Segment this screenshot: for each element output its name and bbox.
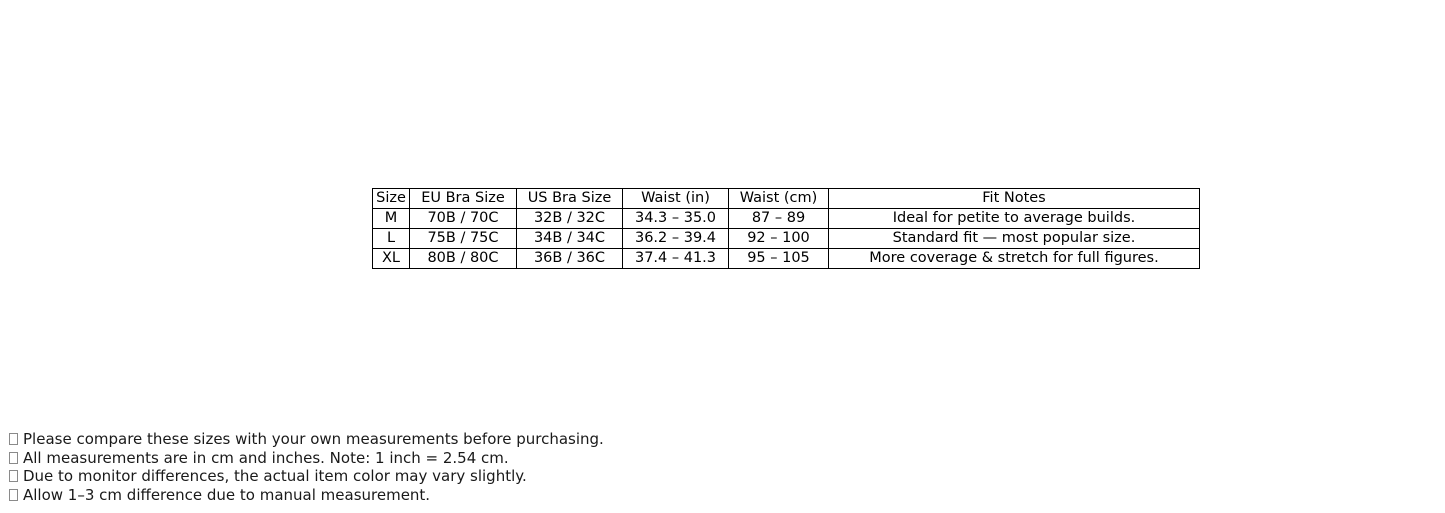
cell-fit-notes: Standard fit — most popular size. xyxy=(828,228,1200,249)
footnote-text: Please compare these sizes with your own… xyxy=(23,430,604,448)
cell-waist-in: 37.4 – 41.3 xyxy=(622,248,729,269)
cell-size: M xyxy=(372,208,410,229)
cell-size: L xyxy=(372,228,410,249)
column-header-waist-in: Waist (in) xyxy=(622,188,729,209)
cell-fit-notes: Ideal for petite to average builds. xyxy=(828,208,1200,229)
footnote-text: Due to monitor differences, the actual i… xyxy=(23,467,527,486)
cell-us-bra: 34B / 34C xyxy=(516,228,623,249)
cell-eu-bra: 80B / 80C xyxy=(409,248,517,269)
size-chart-table: Size EU Bra Size US Bra Size Waist (in) … xyxy=(372,188,1200,269)
footnote-item: Please compare these sizes with your own… xyxy=(9,430,909,449)
cell-waist-cm: 92 – 100 xyxy=(728,228,829,249)
missing-glyph-box-icon xyxy=(9,470,18,483)
missing-glyph-box-icon xyxy=(9,488,18,501)
cell-us-bra: 32B / 32C xyxy=(516,208,623,229)
column-header-size: Size xyxy=(372,188,410,209)
cell-fit-notes: More coverage & stretch for full figures… xyxy=(828,248,1200,269)
missing-glyph-box-icon xyxy=(9,451,18,464)
size-chart-container: Size EU Bra Size US Bra Size Waist (in) … xyxy=(372,188,1200,269)
cell-waist-cm: 95 – 105 xyxy=(728,248,829,269)
cell-size: XL xyxy=(372,248,410,269)
table-row: L 75B / 75C 34B / 34C 36.2 – 39.4 92 – 1… xyxy=(372,228,1200,249)
footnote-text: Allow 1–3 cm difference due to manual me… xyxy=(23,485,431,504)
footnote-item: Allow 1–3 cm difference due to manual me… xyxy=(9,486,909,505)
footnote-item: Due to monitor differences, the actual i… xyxy=(9,467,909,486)
table-row: M 70B / 70C 32B / 32C 34.3 – 35.0 87 – 8… xyxy=(372,208,1200,229)
cell-waist-in: 36.2 – 39.4 xyxy=(622,228,729,249)
footnotes-list: Please compare these sizes with your own… xyxy=(9,430,909,504)
column-header-waist-cm: Waist (cm) xyxy=(728,188,829,209)
cell-waist-in: 34.3 – 35.0 xyxy=(622,208,729,229)
cell-us-bra: 36B / 36C xyxy=(516,248,623,269)
table-row: XL 80B / 80C 36B / 36C 37.4 – 41.3 95 – … xyxy=(372,248,1200,269)
column-header-fit-notes: Fit Notes xyxy=(828,188,1200,209)
cell-waist-cm: 87 – 89 xyxy=(728,208,829,229)
table-header-row: Size EU Bra Size US Bra Size Waist (in) … xyxy=(372,188,1200,209)
column-header-eu-bra: EU Bra Size xyxy=(409,188,517,209)
column-header-us-bra: US Bra Size xyxy=(516,188,623,209)
footnote-text: All measurements are in cm and inches. N… xyxy=(23,448,509,467)
missing-glyph-box-icon xyxy=(9,433,18,445)
cell-eu-bra: 75B / 75C xyxy=(409,228,517,249)
cell-eu-bra: 70B / 70C xyxy=(409,208,517,229)
footnote-item: All measurements are in cm and inches. N… xyxy=(9,449,909,468)
